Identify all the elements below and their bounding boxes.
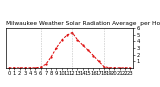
Text: Milwaukee Weather Solar Radiation Average  per Hour W/m2  (24 Hours): Milwaukee Weather Solar Radiation Averag… xyxy=(6,21,160,26)
